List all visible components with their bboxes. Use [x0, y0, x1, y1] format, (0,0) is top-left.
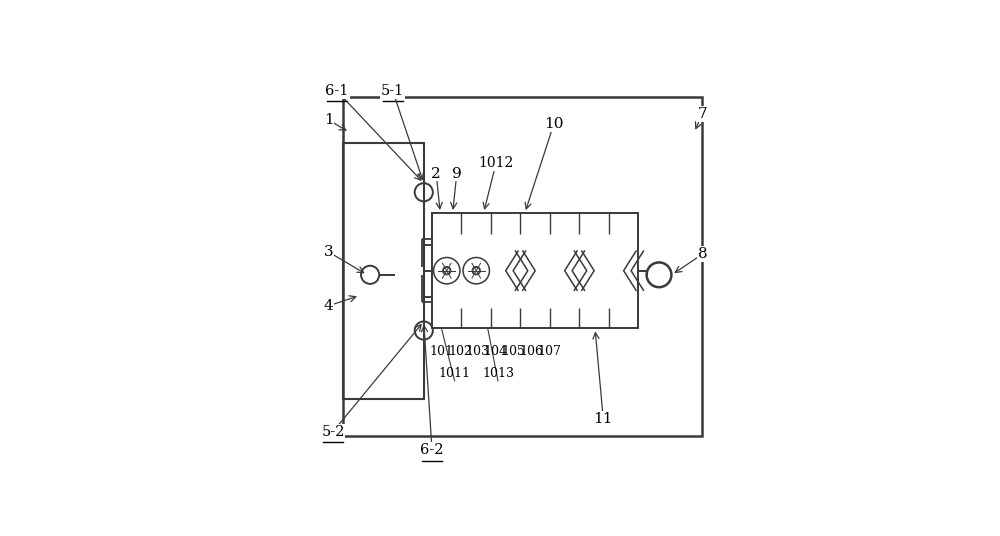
Bar: [343, 143, 424, 399]
Text: 5-1: 5-1: [381, 84, 404, 98]
Bar: [432, 213, 638, 329]
Text: 101: 101: [430, 345, 454, 358]
Text: 1011: 1011: [439, 367, 471, 381]
Text: 2: 2: [431, 167, 441, 181]
Text: 7: 7: [698, 107, 707, 121]
Text: 6-2: 6-2: [420, 443, 444, 457]
Text: 10: 10: [544, 117, 564, 131]
Text: 1: 1: [324, 113, 334, 127]
Text: 103: 103: [466, 345, 490, 358]
Text: 105: 105: [502, 345, 526, 358]
Text: 104: 104: [484, 345, 508, 358]
Text: 107: 107: [538, 345, 562, 358]
Text: 1012: 1012: [478, 157, 514, 170]
Text: 102: 102: [448, 345, 472, 358]
Text: 1013: 1013: [482, 367, 514, 381]
Text: 8: 8: [698, 247, 707, 261]
Text: 4: 4: [324, 299, 334, 313]
Text: 106: 106: [520, 345, 544, 358]
Text: 9: 9: [452, 167, 462, 181]
Bar: [343, 98, 702, 436]
Text: 6-1: 6-1: [325, 84, 349, 98]
Text: 3: 3: [324, 245, 334, 259]
Text: 11: 11: [594, 412, 613, 426]
Text: 5-2: 5-2: [321, 425, 345, 438]
